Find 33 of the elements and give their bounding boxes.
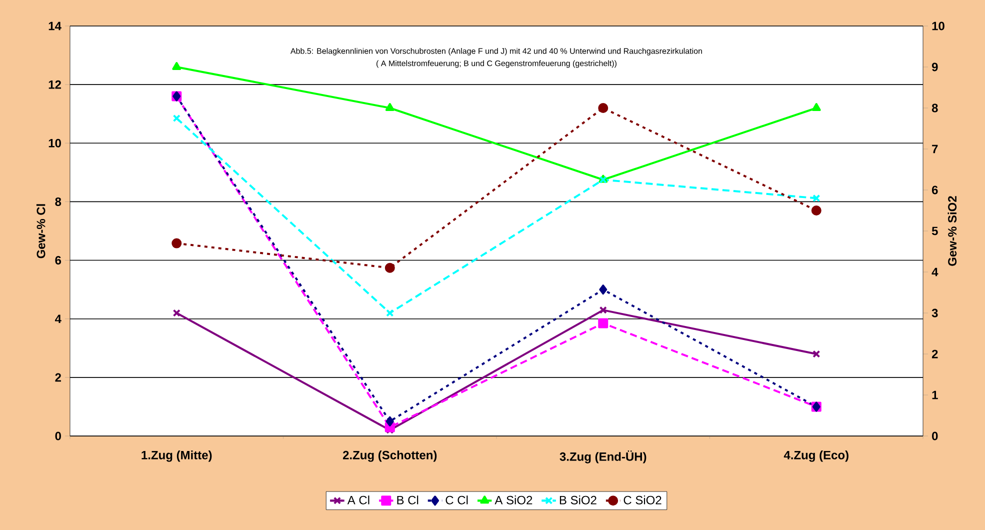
legend-label: C SiO2 <box>624 496 662 504</box>
y-tick-label: 10 <box>48 138 61 148</box>
y2-tick-label: 0 <box>932 432 938 440</box>
x-tick-label: 4.Zug (Eco) <box>784 450 848 462</box>
y2-tick-label: 7 <box>932 144 938 154</box>
y-tick-label: 0 <box>55 432 61 440</box>
y2-tick-label: 3 <box>932 308 938 318</box>
y-tick-label: 2 <box>55 373 61 382</box>
y2-tick-label: 5 <box>932 226 938 236</box>
text: ( A Mittelstromfeuerung; B und C Gegenstromfeuerung (gestrichelt)) <box>376 60 616 68</box>
y2-tick-label: 2 <box>932 350 938 358</box>
y-tick-label: 4 <box>54 314 62 323</box>
x-tick-label: 3.Zug (End-ÜH) <box>560 450 646 464</box>
x-tick-label: 1.Zug (Mitte) <box>142 450 212 462</box>
y2-tick-label: 9 <box>932 62 938 72</box>
y-tick-label: 8 <box>55 197 62 206</box>
y-tick-label: 14 <box>48 22 62 30</box>
legend-label: B SiO2 <box>560 496 596 504</box>
legend-label: B Cl <box>397 496 418 504</box>
y2-tick-label: 6 <box>932 186 938 194</box>
legend-label: A Cl <box>347 496 370 504</box>
y2-axis-title: Gew-% SiO2 <box>948 196 957 266</box>
legend-label: A SiO2 <box>494 496 532 504</box>
y-axis-title: Gew-% Cl <box>36 204 46 258</box>
y2-tick-label: 8 <box>932 104 938 112</box>
x-tick-label: 2.Zug (Schotten) <box>342 450 437 462</box>
text: Abb.5: Belagkennlinien von Vorschubrosten (Anlage F und J) mit 42 und 40 % Unterwind und Rauchgasrezirkulation <box>290 48 702 56</box>
legend-label: C Cl <box>446 496 468 504</box>
y2-tick-label: 4 <box>932 268 938 276</box>
y-tick-label: 12 <box>48 80 61 89</box>
y-tick-label: 6 <box>55 256 62 265</box>
y2-tick-label: 1 <box>932 390 938 400</box>
y2-tick-label: 10 <box>932 22 944 30</box>
